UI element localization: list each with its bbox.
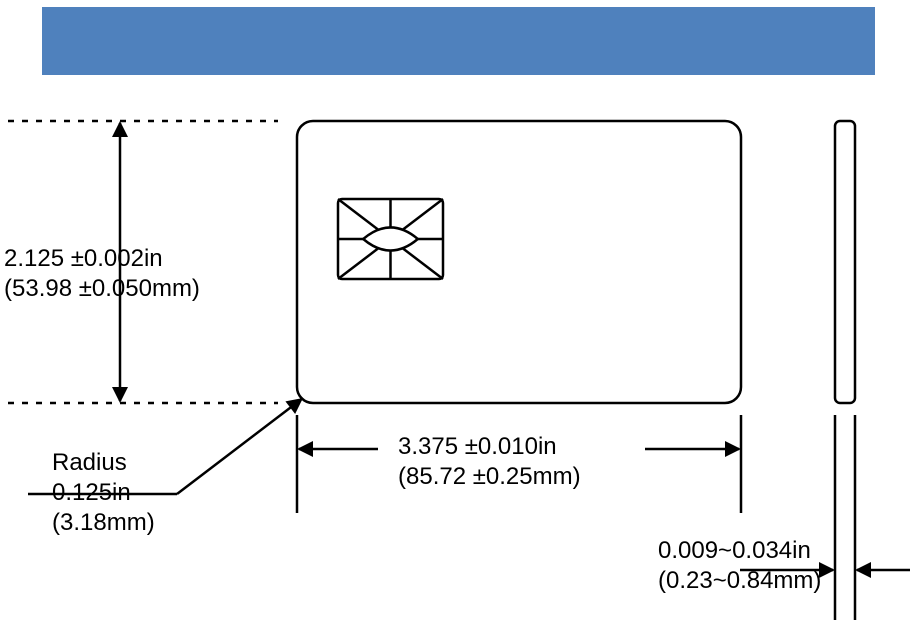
radius-dimension-in: 0.125in — [52, 478, 155, 508]
width-dimension-mm: (85.72 ±0.25mm) — [398, 462, 581, 492]
thickness-dimension-label: 0.009~0.034in (0.23~0.84mm) — [658, 536, 821, 596]
thickness-dimension-in: 0.009~0.034in — [658, 536, 821, 566]
radius-dimension-label: Radius 0.125in (3.18mm) — [52, 448, 155, 538]
thickness-dimension-mm: (0.23~0.84mm) — [658, 566, 821, 596]
width-dimension-in: 3.375 ±0.010in — [398, 432, 581, 462]
diagram-canvas: 2.125 ±0.002in (53.98 ±0.050mm) 3.375 ±0… — [0, 0, 916, 621]
height-dimension-mm: (53.98 ±0.050mm) — [4, 274, 200, 304]
width-dimension-label: 3.375 ±0.010in (85.72 ±0.25mm) — [398, 432, 581, 492]
height-dimension-in: 2.125 ±0.002in — [4, 244, 200, 274]
radius-dimension-mm: (3.18mm) — [52, 508, 155, 538]
radius-dimension-prefix: Radius — [52, 448, 155, 478]
height-dimension-label: 2.125 ±0.002in (53.98 ±0.050mm) — [4, 244, 200, 304]
